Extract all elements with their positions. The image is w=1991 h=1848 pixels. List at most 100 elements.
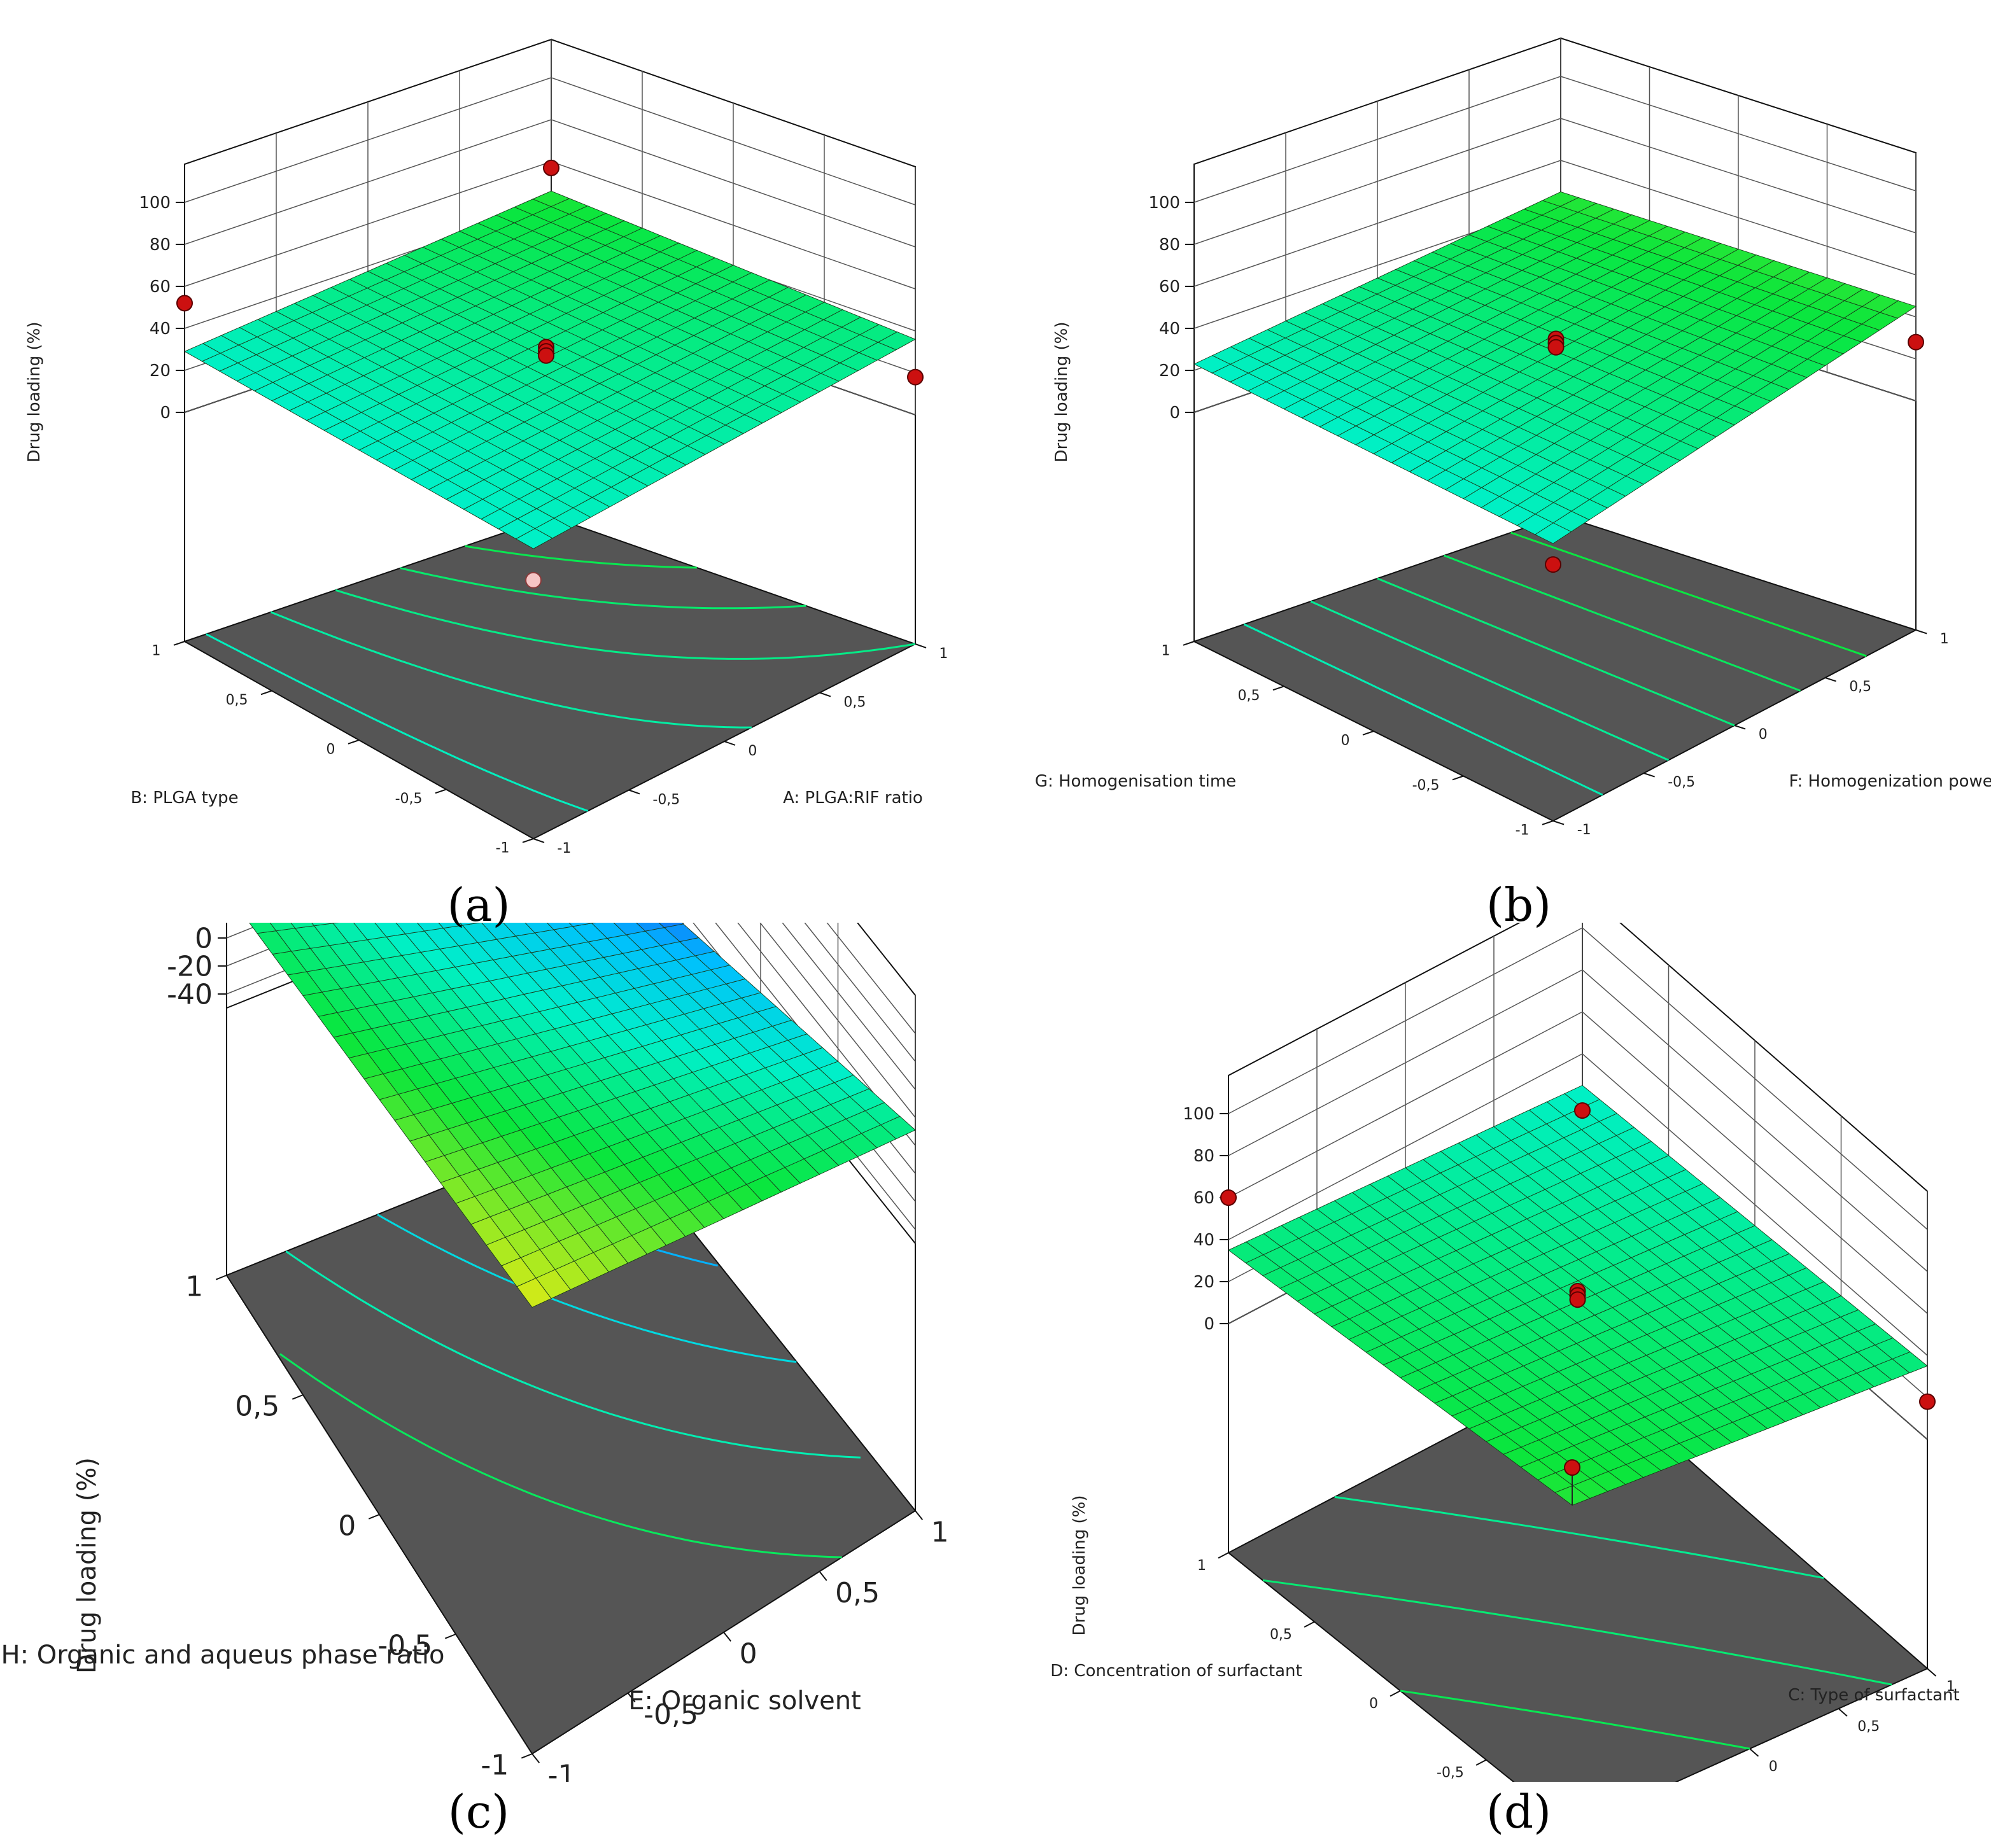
y-tick-mark [1304,1621,1315,1628]
y-tick-mark [1389,1690,1401,1697]
contour-line [377,1214,797,1363]
z-tick-label: 60 [1193,1189,1214,1208]
x-tick-mark [819,692,831,697]
design-points-below [525,571,542,589]
y-tick-label: 0,5 [1270,1627,1292,1643]
z-tick-label: 40 [1159,319,1180,339]
y-tick-mark [522,838,534,843]
x-tick-label: 0 [740,1638,757,1670]
x-axis-title: F: Homogenization power [1789,772,1991,791]
contour-line [1243,623,1603,796]
y-tick-mark [292,1394,304,1400]
z-tick-label: -40 [167,978,213,1011]
y-tick-mark [521,1753,533,1759]
design-point [538,347,554,364]
x-tick-label: -0,5 [1668,774,1695,790]
y-tick-label: -0,5 [1437,1765,1464,1781]
z-gridline [1228,927,1928,1230]
y-tick-label: 0,5 [1238,688,1260,704]
z-tick-label: 0 [1169,403,1180,423]
z-gridline [1193,118,1917,245]
x-tick-label: 1 [931,1516,949,1549]
floor-axis-ticks: -1-0,500,51-1-0,500,51 [152,641,948,857]
z-tick-label: 80 [1193,1147,1214,1166]
y-tick-mark [1452,775,1464,781]
x-tick-mark [1825,677,1836,682]
contour-line [285,1250,861,1459]
contour-line [1310,600,1669,761]
z-gridline [184,77,916,206]
z-gridline [1228,1053,1928,1356]
y-tick-label: -0,5 [395,791,423,807]
design-point [1220,1189,1237,1206]
x-axis-title: C: Type of surfactant [1788,1686,1959,1705]
response-surface [249,923,916,1308]
y-axis-title: D: Concentration of surfactant [1050,1662,1302,1681]
contour-line [1334,1495,1824,1579]
z-gridline [184,119,916,248]
z-axis-title: Drug loading (%) [1070,1495,1089,1636]
design-point [907,368,924,386]
z-tick-label: 60 [150,277,171,297]
x-tick-mark [1749,1748,1759,1757]
x-tick-label: 1 [939,646,948,662]
design-point [1574,1102,1591,1119]
contour-line [1377,577,1735,727]
x-tick-mark [628,789,640,795]
z-tick-label: 100 [1148,193,1180,213]
contour-line [1444,554,1801,692]
x-tick-label: 0,5 [843,694,866,710]
panel-b-walls: 0 20 40 60 80 100 [1148,37,1917,641]
y-axis-title: H: Organic and aqueus phase ratio [1,1641,445,1670]
response-surface [183,190,917,549]
y-tick-label: 0 [327,742,335,758]
z-tick-label: 100 [139,193,171,213]
floor-contours [206,545,916,812]
z-gridline [1193,160,1917,287]
y-axis-title: G: Homogenisation time [1035,772,1236,791]
x-tick-mark [1643,773,1655,778]
z-gridline [759,923,916,1118]
design-point [1919,1393,1936,1410]
x-tick-label: 0,5 [1849,679,1871,695]
contour-line [270,611,752,729]
y-tick-mark [435,788,447,794]
contour-line [279,1353,842,1558]
contour-line [400,567,806,610]
z-gridline [782,923,916,1090]
contour-line [206,633,589,812]
design-point [525,571,542,589]
design-point [543,159,559,176]
x-tick-mark [627,1692,636,1703]
z-tick-label: 80 [150,235,171,255]
y-tick-label: 1 [1197,1558,1206,1574]
x-tick-label: -0,5 [644,1698,698,1731]
y-tick-label: -0,5 [377,1629,432,1662]
floor-contours [1243,531,1867,796]
z-tick-label: 20 [150,361,171,381]
y-tick-mark [1272,685,1284,691]
y-tick-mark [260,690,272,696]
x-tick-label: 1 [1946,1679,1955,1695]
panel-c-chart: -40-20020406080100-1-0,500,51-1-0,500,51… [1,923,949,1782]
y-tick-label: 1 [185,1270,203,1303]
z-tick-label: 20 [1193,1273,1214,1292]
x-tick-mark [1927,1668,1937,1677]
floor-axis-ticks: -1-0,500,51-1-0,500,51 [1197,1552,1955,1781]
x-tick-mark [723,1632,731,1642]
z-gridline [737,923,916,1146]
z-axis-title: Drug loading (%) [25,322,44,463]
x-tick-label: 0,5 [835,1577,880,1609]
design-point [1545,556,1561,573]
z-tick-label: 0 [160,403,171,423]
x-tick-mark [915,643,927,648]
design-points-above [1545,330,1924,573]
panel-b-caption: (b) [1486,878,1552,932]
design-points-above [176,159,924,386]
y-axis-title: B: PLGA type [130,788,238,808]
z-tick-label: 20 [177,923,213,927]
z-gridline [804,923,916,1062]
y-tick-label: 1 [1162,643,1171,659]
